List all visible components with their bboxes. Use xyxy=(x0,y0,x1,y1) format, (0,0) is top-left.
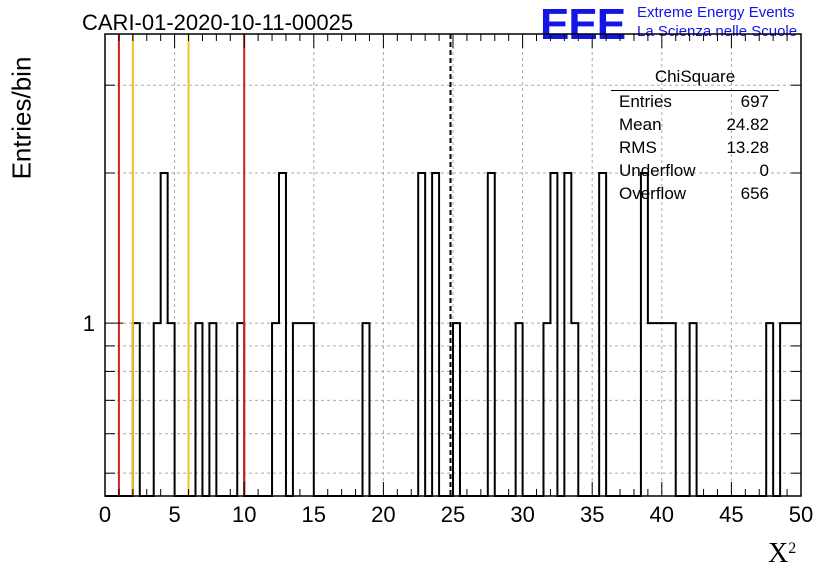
histogram-bin xyxy=(648,323,655,496)
stats-row-entries: Entries 697 xyxy=(619,92,769,114)
stats-row-underflow: Underflow 0 xyxy=(619,161,769,183)
x-tick-label: 25 xyxy=(441,502,465,527)
reference-lines xyxy=(117,34,452,496)
histogram-bin xyxy=(669,323,676,496)
x-tick-label: 10 xyxy=(232,502,256,527)
histogram-bin xyxy=(571,323,578,496)
histogram-bin xyxy=(300,323,307,496)
stats-row-overflow: Overflow 656 xyxy=(619,184,769,206)
eee-logo: EEE xyxy=(540,0,626,49)
histogram-bin xyxy=(641,173,648,496)
histogram-bin xyxy=(168,323,175,496)
stats-box: ChiSquare Entries 697 Mean 24.82 RMS 13.… xyxy=(611,66,779,203)
histogram-bin xyxy=(662,323,669,496)
histogram-bin xyxy=(154,323,161,496)
histogram-bin xyxy=(293,323,300,496)
stats-row-mean: Mean 24.82 xyxy=(619,115,769,137)
histogram-bin xyxy=(307,323,314,496)
histogram-bin xyxy=(599,173,606,496)
histogram-bin xyxy=(690,323,697,496)
histogram-bin xyxy=(418,173,425,496)
stats-value: 24.82 xyxy=(726,115,769,134)
x-tick-label: 15 xyxy=(302,502,326,527)
stats-value: 656 xyxy=(740,184,769,203)
histogram-bin xyxy=(516,323,523,496)
stats-label: Mean xyxy=(619,115,662,134)
x-tick-label: 40 xyxy=(650,502,674,527)
x-tick-label: 20 xyxy=(371,502,395,527)
stats-value: 0 xyxy=(759,161,769,180)
logo-line-2: La Scienza nelle Scuole xyxy=(637,23,798,40)
x-axis-label: X2 xyxy=(768,538,796,570)
histogram-bin xyxy=(237,323,244,496)
stats-label: Entries xyxy=(619,92,672,111)
logo-line-1: Extreme Energy Events xyxy=(637,4,795,21)
x-tick-label: 0 xyxy=(99,502,111,527)
stats-row-rms: RMS 13.28 xyxy=(619,138,769,160)
histogram-bin xyxy=(133,323,140,496)
x-axis-label-base: X xyxy=(768,538,789,569)
histogram-bin xyxy=(195,323,202,496)
histogram-bin xyxy=(564,173,571,496)
histogram-bin xyxy=(161,173,168,496)
stats-divider xyxy=(611,90,779,91)
histogram-bin xyxy=(766,323,773,496)
stats-label: RMS xyxy=(619,138,657,157)
x-tick-label: 30 xyxy=(510,502,534,527)
stats-label: Underflow xyxy=(619,161,696,180)
histogram-bin xyxy=(488,173,495,496)
x-tick-label: 5 xyxy=(168,502,180,527)
stats-value: 13.28 xyxy=(726,138,769,157)
stats-title: ChiSquare xyxy=(654,67,736,86)
histogram-bin xyxy=(209,323,216,496)
axes: 0 5 10 15 20 25 30 35 40 45 50 1 xyxy=(83,33,813,527)
x-tick-label: 45 xyxy=(719,502,743,527)
y-tick-label: 1 xyxy=(83,311,95,336)
histogram-bin xyxy=(550,173,557,496)
histogram-bin xyxy=(543,323,550,496)
chart-title: CARI-01-2020-10-11-00025 xyxy=(82,10,354,35)
histogram-bin xyxy=(272,323,279,496)
histogram-bin xyxy=(363,323,370,496)
histogram-bin xyxy=(432,173,439,496)
stats-label: Overflow xyxy=(619,184,687,203)
x-axis-label-superscript: 2 xyxy=(788,540,797,557)
histogram-bin xyxy=(279,173,286,496)
stats-value: 697 xyxy=(740,92,769,111)
histogram-bin xyxy=(655,323,662,496)
histogram-bin xyxy=(794,323,801,496)
x-tick-label: 35 xyxy=(580,502,604,527)
histogram-bin xyxy=(787,323,794,496)
x-tick-label: 50 xyxy=(789,502,813,527)
histogram-bin xyxy=(453,323,460,496)
histogram-bin xyxy=(780,323,787,496)
